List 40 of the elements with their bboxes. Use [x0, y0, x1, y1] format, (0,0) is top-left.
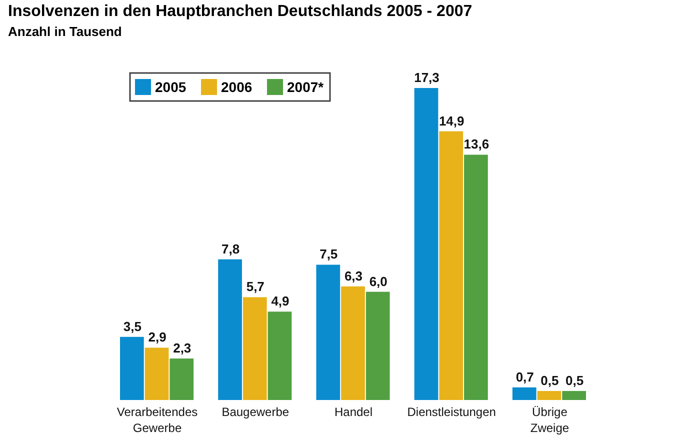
data-label: 17,3: [414, 70, 440, 85]
data-label: 7,8: [221, 241, 240, 256]
chart-subtitle: Anzahl in Tausend: [8, 24, 122, 39]
bar: [537, 390, 562, 400]
data-label: 4,9: [271, 294, 290, 309]
data-label: 13,6: [464, 136, 490, 152]
bar: [242, 297, 267, 400]
data-label: 2,3: [173, 340, 192, 356]
bar: [512, 387, 536, 400]
bar: [341, 286, 365, 400]
bar: [218, 259, 242, 400]
data-label: 7,5: [320, 246, 338, 262]
data-label: 0,5: [540, 372, 559, 388]
bar: [268, 312, 292, 400]
x-tick-label: Dienstleistungen: [407, 405, 496, 419]
data-label: 0,7: [516, 369, 534, 384]
chart-title: Insolvenzen in den Hauptbranchen Deutschlands 2005 - 2007: [8, 3, 472, 20]
data-label: 14,9: [438, 113, 464, 128]
bar: [464, 154, 488, 400]
bar: [562, 390, 586, 400]
x-tick-label: Handel: [334, 405, 373, 419]
x-tick-label: Baugewerbe: [222, 405, 290, 419]
legend-label: 2005: [155, 79, 186, 95]
data-label: 2,9: [148, 330, 166, 345]
bar: [170, 358, 194, 400]
data-label: 3,5: [123, 318, 142, 334]
bar: [144, 348, 169, 400]
data-label: 5,7: [246, 279, 264, 294]
x-tick-label: Verarbeitendes Gewerbe: [116, 405, 198, 435]
bar: [439, 131, 464, 400]
data-label: 0,5: [566, 372, 584, 388]
x-tick-label: Übrige Zweige: [530, 405, 570, 435]
bar: [414, 88, 438, 400]
bar: [366, 292, 390, 400]
legend-label: 2007*: [287, 79, 324, 95]
bar: [120, 336, 144, 400]
data-label: 6,3: [344, 268, 363, 284]
legend-label: 2006: [221, 79, 252, 95]
data-label: 6,0: [369, 274, 388, 289]
bar: [316, 264, 340, 400]
